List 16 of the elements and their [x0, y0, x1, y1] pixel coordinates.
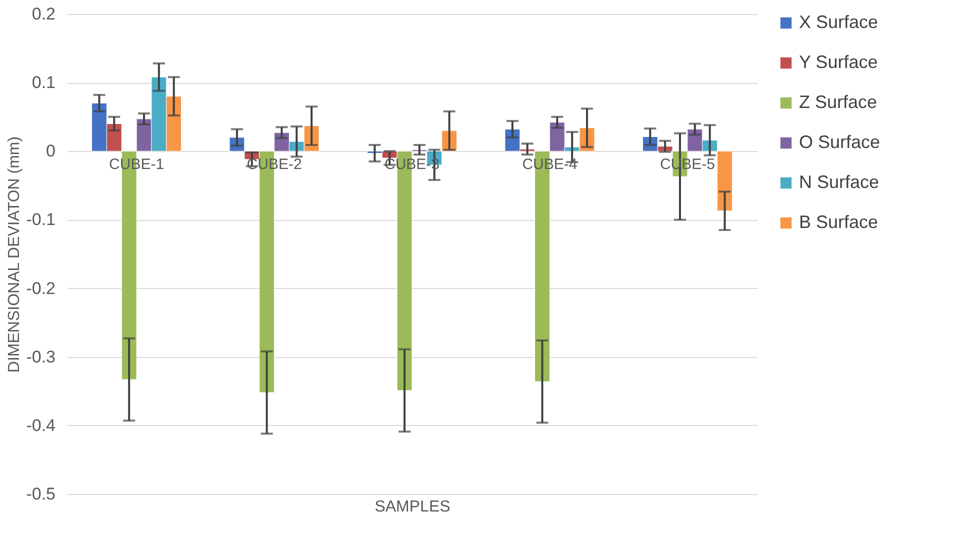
x-axis-title: SAMPLES: [374, 498, 450, 516]
y-tick-label: -0.2: [26, 278, 56, 298]
legend-label: B Surface: [799, 212, 878, 232]
y-tick-label: 0.2: [32, 4, 56, 24]
legend-label: O Surface: [799, 132, 880, 152]
y-tick-label: -0.3: [26, 347, 56, 366]
y-axis-title: DIMENSIONAL DEVIATON (mm): [6, 136, 24, 373]
y-tick-label: -0.5: [26, 484, 56, 504]
y-tick-label: 0: [46, 142, 56, 161]
legend-label: Y Surface: [799, 52, 878, 72]
legend-label: X Surface: [799, 12, 878, 32]
y-tick-label: -0.4: [26, 416, 56, 435]
y-tick-label: -0.1: [26, 210, 56, 230]
y-tick-label: 0.1: [32, 73, 56, 92]
legend-label: Z Surface: [799, 92, 878, 112]
legend-label: N Surface: [799, 172, 880, 192]
